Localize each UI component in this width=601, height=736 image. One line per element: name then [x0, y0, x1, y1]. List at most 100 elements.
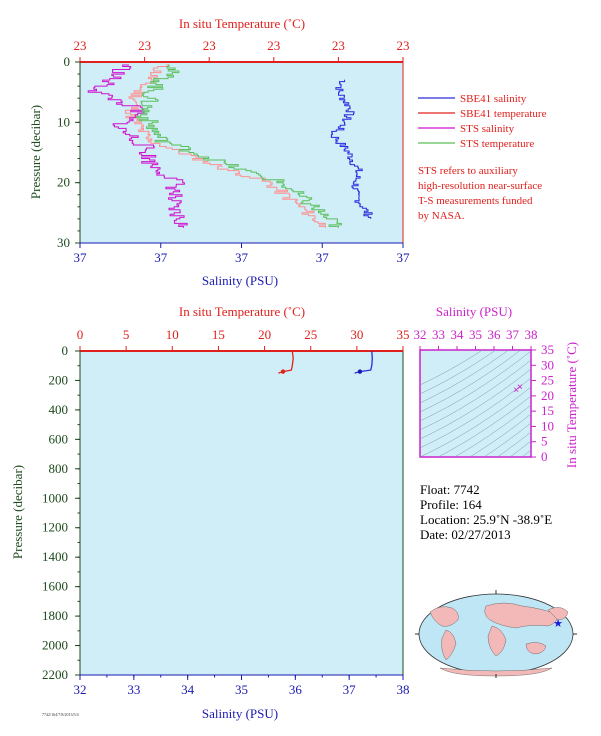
ts-density-contour	[454, 404, 531, 457]
top-panel-top-tick-label: 23	[397, 38, 410, 53]
ts-top-tick-label: 36	[488, 327, 502, 342]
top-panel-bottom-ticks: 37 37 37 37 37	[74, 242, 411, 265]
bottom-panel-salinity-point	[357, 369, 363, 374]
top-panel-bottom-tick-label: 37	[154, 250, 168, 265]
ts-density-contour	[420, 368, 531, 440]
ts-right-tick-label: 15	[541, 403, 554, 418]
legend-label: SBE41 salinity	[460, 93, 527, 105]
ts-density-contour	[483, 422, 531, 457]
bottom-panel-top-axis-title: In situ Temperature (˚C)	[179, 304, 305, 319]
location: Location: 25.9˚N -38.9˚E	[420, 512, 552, 527]
top-panel-traces	[87, 64, 373, 228]
top-panel-series-sts-temperature	[136, 64, 342, 228]
bottom-panel-left-tick-label: 1400	[42, 549, 68, 564]
bottom-panel-left-ticks: 0 200 400 600 800 1000 1200 1400 1600 1800 2000 220…	[42, 343, 81, 682]
bottom-panel-top-tick-label: 15	[212, 327, 225, 342]
ts-density-contour	[420, 350, 483, 386]
legend-note-line-2: high-resolution near-surface	[418, 180, 542, 192]
ts-density-contour	[509, 440, 531, 457]
float-location-star-icon: ★	[553, 618, 563, 630]
top-panel: In situ Temperature (˚C) 23 23 23 23 23 23 0 1…	[28, 16, 410, 288]
top-panel-bottom-tick-label: 37	[397, 250, 411, 265]
top-panel-left-ticks: 0 10 20 30	[57, 54, 81, 250]
ts-density-contour	[469, 413, 531, 457]
footer-code: 7742/164/7/8/2013/5/4	[42, 712, 79, 717]
bottom-panel-left-tick-label: 400	[49, 402, 69, 417]
float-info: Float: 7742 Profile: 164 Location: 25.9˚…	[420, 482, 552, 542]
top-panel-left-tick-label: 30	[57, 235, 70, 250]
ts-panel-top-ticks: 32 33 34 35 36 37 38	[414, 327, 538, 350]
bottom-panel-bottom-tick-label: 36	[289, 682, 303, 697]
top-panel-top-ticks: 23 23 23 23 23 23	[74, 38, 410, 63]
ts-density-contour	[420, 350, 522, 413]
bottom-panel-traces	[278, 350, 373, 374]
bottom-panel-left-tick-label: 800	[49, 461, 69, 476]
ts-right-tick-label: 5	[541, 434, 548, 449]
bottom-panel-left-tick-label: 1200	[42, 520, 68, 535]
bottom-panel-temperature-point	[280, 369, 286, 374]
bottom-panel: In situ Temperature (˚C) 0 5 10 15 20 25 30 35 …	[10, 304, 410, 721]
ts-right-tick-label: 10	[541, 418, 554, 433]
top-panel-top-axis-title: In situ Temperature (˚C)	[179, 16, 305, 31]
top-panel-left-axis-title: Pressure (decibar)	[28, 105, 43, 199]
top-panel-left-tick-label: 20	[57, 175, 70, 190]
bottom-panel-left-axis-title: Pressure (decibar)	[10, 465, 25, 559]
bottom-panel-bottom-tick-label: 33	[127, 682, 140, 697]
world-map: ★	[415, 590, 577, 678]
ts-point	[517, 384, 523, 389]
bottom-panel-left-tick-label: 1000	[42, 490, 68, 505]
ts-top-tick-label: 37	[506, 327, 520, 342]
ts-density-contour	[420, 386, 531, 457]
bottom-panel-top-ticks: 0 5 10 15 20 25 30 35	[77, 327, 410, 351]
float-id: Float: 7742	[420, 482, 480, 497]
legend-label: SBE41 temperature	[460, 108, 547, 120]
bottom-panel-left-tick-label: 0	[62, 343, 69, 358]
legend-note-line-1: STS refers to auxiliary	[418, 165, 518, 177]
map-continents	[429, 602, 569, 677]
bottom-panel-left-tick-label: 2000	[42, 638, 68, 653]
bottom-panel-top-tick-label: 10	[166, 327, 179, 342]
bottom-panel-left-tick-label: 1800	[42, 608, 68, 623]
ts-top-tick-label: 35	[469, 327, 482, 342]
ts-top-tick-label: 34	[451, 327, 465, 342]
bottom-panel-top-tick-label: 20	[258, 327, 271, 342]
bottom-panel-top-tick-label: 30	[350, 327, 363, 342]
ts-right-tick-label: 35	[541, 342, 554, 357]
top-panel-series-sts-salinity	[87, 64, 188, 228]
top-panel-plot-area	[79, 61, 404, 244]
top-panel-bottom-axis-title: Salinity (PSU)	[202, 273, 278, 288]
bottom-panel-bottom-tick-label: 35	[235, 682, 248, 697]
top-panel-top-tick-label: 23	[332, 38, 345, 53]
bottom-panel-bottom-ticks: 32 33 34 35 36 37 38	[74, 674, 410, 697]
ts-right-tick-label: 30	[541, 357, 554, 372]
legend: SBE41 salinity SBE41 temperature STS salin…	[418, 93, 547, 222]
sts-temperature-pink-line	[124, 64, 326, 228]
ts-density-contour	[420, 350, 531, 422]
ts-top-tick-label: 33	[432, 327, 445, 342]
top-panel-bottom-tick-label: 37	[235, 250, 249, 265]
bottom-panel-top-tick-label: 0	[77, 327, 84, 342]
ts-panel-points	[513, 384, 523, 393]
top-panel-top-tick-label: 23	[267, 38, 280, 53]
top-panel-top-tick-label: 23	[138, 38, 151, 53]
ts-density-contour	[420, 350, 510, 404]
date: Date: 02/27/2013	[420, 527, 511, 542]
ts-right-tick-label: 0	[541, 449, 548, 464]
ts-density-contour	[420, 350, 497, 395]
ts-density-contour	[437, 395, 531, 457]
top-panel-bottom-tick-label: 37	[316, 250, 330, 265]
bottom-panel-top-tick-label: 5	[123, 327, 130, 342]
ts-panel: Salinity (PSU) 32 33 34 35 36 37 38 0510152025…	[414, 304, 580, 468]
top-panel-top-tick-label: 23	[74, 38, 87, 53]
bottom-panel-left-tick-label: 2200	[42, 667, 68, 682]
ts-panel-top-axis-title: Salinity (PSU)	[436, 304, 512, 319]
top-panel-left-tick-label: 0	[64, 54, 71, 69]
ts-right-tick-label: 20	[541, 388, 554, 403]
legend-label: STS temperature	[460, 138, 534, 150]
ts-point	[513, 387, 519, 393]
ts-right-tick-label: 25	[541, 373, 554, 388]
ts-density-contour	[496, 431, 531, 457]
bottom-panel-bottom-tick-label: 38	[397, 682, 410, 697]
ts-top-tick-label: 38	[525, 327, 538, 342]
